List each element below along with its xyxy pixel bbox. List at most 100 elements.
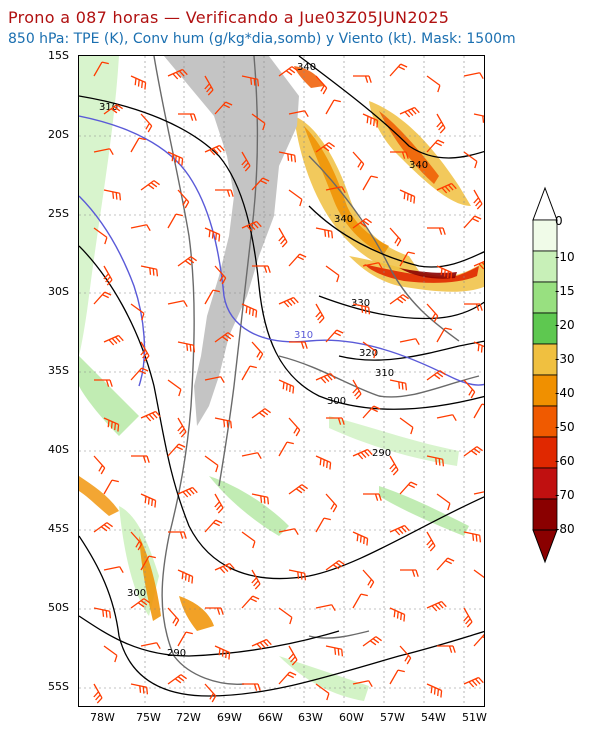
plot-subtitle: 850 hPa: TPE (K), Conv hum (g/kg*dia,som… xyxy=(8,31,516,47)
wind-barb xyxy=(389,524,410,536)
wind-barb xyxy=(204,455,219,473)
colorbar-label: -30 xyxy=(555,352,575,366)
wind-barb xyxy=(325,265,340,283)
wind-barb xyxy=(214,265,227,285)
wind-barb xyxy=(325,493,338,513)
wind-barb xyxy=(167,607,180,627)
contour-label: 310 xyxy=(375,368,394,379)
wind-barb xyxy=(426,455,445,467)
contour-label: 300 xyxy=(127,588,146,599)
lon-label: 66W xyxy=(258,711,283,724)
lat-label: 50S xyxy=(48,601,69,614)
wind-barb xyxy=(463,215,482,229)
colorbar-segment xyxy=(532,374,558,407)
wind-barb xyxy=(130,598,150,609)
wind-barb xyxy=(463,151,478,169)
wind-barb xyxy=(315,604,336,612)
colorbar-label: -60 xyxy=(555,454,575,468)
wind-barb xyxy=(352,680,373,688)
wind-barb xyxy=(278,607,293,625)
wind-barb xyxy=(214,101,233,115)
wind-barb xyxy=(315,372,336,384)
contour-label: 310 xyxy=(294,330,313,341)
lon-label: 54W xyxy=(421,711,446,724)
wind-barb xyxy=(140,642,161,650)
wind-barb xyxy=(130,683,149,695)
wind-barb xyxy=(140,341,150,362)
wind-barb xyxy=(389,669,405,685)
colorbar-segment xyxy=(532,312,558,345)
colorbar-segment xyxy=(532,281,558,314)
wind-barb xyxy=(352,303,371,315)
wind-barb xyxy=(325,186,346,194)
wind-barb xyxy=(251,638,272,650)
wind-barb xyxy=(130,137,146,153)
wind-barb xyxy=(389,379,408,391)
colorbar-label: -80 xyxy=(555,522,575,536)
contour-label: 330 xyxy=(351,298,370,309)
wind-barb xyxy=(177,189,190,209)
colorbar-segment xyxy=(532,405,558,438)
wind-barb xyxy=(389,63,408,77)
lat-label: 45S xyxy=(48,522,69,535)
wind-barb xyxy=(362,341,377,359)
wind-barb xyxy=(214,562,235,574)
wind-barb xyxy=(352,593,368,609)
wind-barb xyxy=(278,441,294,457)
colorbar-bottom-arrow xyxy=(532,529,558,564)
wind-barb xyxy=(214,493,224,514)
wind-barb xyxy=(426,75,441,93)
wind-barb xyxy=(426,139,445,153)
lon-label: 69W xyxy=(217,711,242,724)
wind-barb xyxy=(473,403,484,419)
wind-barb xyxy=(315,227,334,239)
lon-label: 51W xyxy=(462,711,487,724)
wind-barb xyxy=(288,569,307,581)
convergence-shading xyxy=(79,56,484,701)
colorbar-segment xyxy=(532,343,558,376)
colorbar-segment xyxy=(532,498,558,531)
wind-barb xyxy=(362,113,379,128)
wind-barb xyxy=(278,66,298,77)
wind-barb xyxy=(278,227,288,248)
wind-barb xyxy=(426,370,446,381)
map-canvas: 340 340 340 330 320 310 310 310 300 290 … xyxy=(79,56,484,706)
wind-barb xyxy=(167,151,184,166)
wind-barbs xyxy=(93,61,484,704)
lat-label: 40S xyxy=(48,443,69,456)
wind-barb xyxy=(177,631,193,647)
wind-barb xyxy=(177,417,187,438)
wind-barb xyxy=(352,531,369,546)
wind-barb xyxy=(167,300,188,308)
wind-barb xyxy=(140,410,161,422)
wind-barb xyxy=(389,294,409,305)
wind-barb xyxy=(288,110,309,118)
colorbar xyxy=(532,186,558,564)
wind-barb xyxy=(399,106,420,118)
wind-barb xyxy=(463,531,482,543)
wind-barb xyxy=(204,144,225,156)
colorbar-label: -70 xyxy=(555,488,575,502)
colorbar-label: -20 xyxy=(555,318,575,332)
wind-barb xyxy=(315,303,325,324)
wind-barb xyxy=(426,531,436,552)
wind-barb xyxy=(241,531,256,549)
wind-barb xyxy=(241,151,251,172)
wind-barb xyxy=(140,555,156,571)
wind-barb xyxy=(352,151,365,171)
wind-barb xyxy=(362,405,381,419)
wind-barb xyxy=(436,493,451,511)
wind-barb xyxy=(93,455,106,475)
wind-barb xyxy=(315,75,328,95)
wind-barb xyxy=(426,303,439,323)
wind-barb xyxy=(278,528,299,536)
wind-barb xyxy=(93,683,103,704)
lon-label: 78W xyxy=(90,711,115,724)
wind-barb xyxy=(363,493,382,501)
wind-barb xyxy=(241,452,262,460)
wind-barb xyxy=(464,303,483,311)
wind-barb xyxy=(103,479,119,495)
wind-barb xyxy=(103,189,122,201)
wind-barb xyxy=(473,189,483,210)
wind-barb xyxy=(362,175,378,191)
